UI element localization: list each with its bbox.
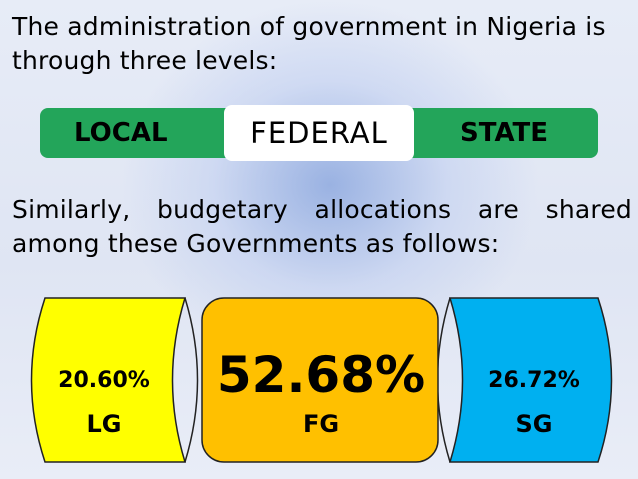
allocation-text: Similarly, budgetary allocations are sha… — [12, 195, 632, 258]
level-state: STATE — [460, 118, 549, 148]
lg-label: LG — [86, 410, 122, 438]
level-federal: FEDERAL — [224, 105, 414, 161]
fg-box — [201, 297, 439, 463]
government-levels-bar: LOCAL FEDERAL STATE — [40, 105, 598, 161]
sg-percent: 26.72% — [488, 368, 580, 393]
fg-label: FG — [302, 410, 340, 438]
lg-cylinder — [30, 297, 199, 463]
level-local: LOCAL — [74, 118, 168, 148]
intro-text: The administration of government in Nige… — [12, 12, 606, 75]
lg-percent: 20.60% — [58, 368, 150, 393]
sg-cylinder — [436, 297, 613, 463]
sg-label: SG — [515, 410, 553, 438]
fg-percent: 52.68% — [216, 346, 426, 404]
